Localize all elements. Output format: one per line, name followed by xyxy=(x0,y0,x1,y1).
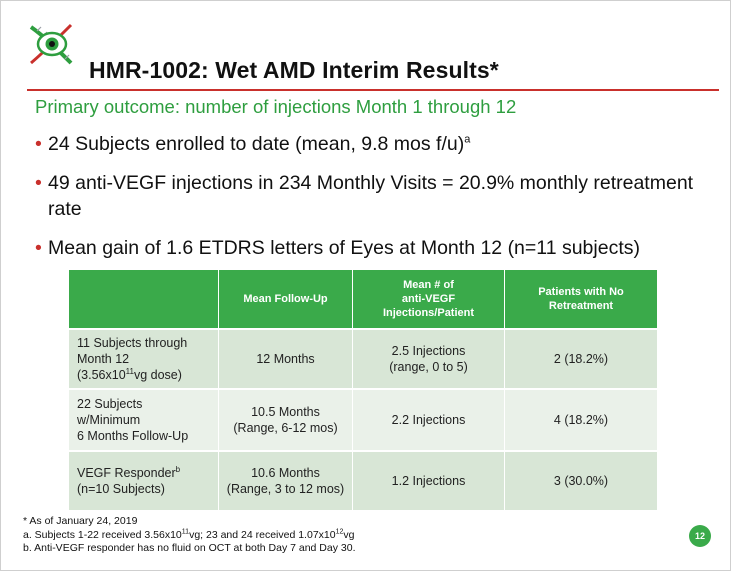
bullet-text: 24 Subjects enrolled to date (mean, 9.8 … xyxy=(48,133,465,155)
superscript: 11 xyxy=(181,528,190,535)
results-table: Mean Follow-Up Mean # of anti-VEGF Injec… xyxy=(69,270,657,510)
cell-text: 12 Months xyxy=(256,352,315,366)
header-text: Mean # of xyxy=(403,279,454,291)
page-number-badge: 12 xyxy=(689,525,711,547)
column-header-no-retreatment: Patients with No Retreatment xyxy=(505,270,657,328)
header-text: Mean Follow-Up xyxy=(243,293,328,305)
footnotes: * As of January 24, 2019 a. Subjects 1-2… xyxy=(23,515,356,556)
follow-up-cell: 12 Months xyxy=(219,328,353,388)
cell-text: 3 (30.0%) xyxy=(553,474,609,488)
row-label: 22 Subjects w/Minimum 6 Months Follow-Up xyxy=(69,388,219,450)
no-retreatment-cell: 4 (18.2%) xyxy=(505,388,657,450)
follow-up-cell: 10.5 Months (Range, 6-12 mos) xyxy=(219,388,353,450)
cell-text: (n=10 Subjects) xyxy=(77,482,165,496)
no-retreatment-cell: 2 (18.2%) xyxy=(505,328,657,388)
footnote-text: a. Subjects 1-22 received 3.56x10 xyxy=(23,528,182,541)
row-label: 11 Subjects through Month 12 (3.56x1011v… xyxy=(69,328,219,388)
cell-text: (Range, 3 to 12 mos) xyxy=(226,482,345,496)
footnote-marker: a xyxy=(464,133,471,146)
cell-text: (Range, 6-12 mos) xyxy=(233,421,338,435)
header-text: Patients with No xyxy=(538,286,624,298)
cell-text: 10.5 Months xyxy=(251,405,320,419)
follow-up-cell: 10.6 Months (Range, 3 to 12 mos) xyxy=(219,450,353,510)
bullet-text: 49 anti-VEGF injections in 234 Monthly V… xyxy=(48,172,694,220)
footnote-text: vg; 23 and 24 received 1.07x10 xyxy=(189,528,336,541)
cell-text: (3.56x10 xyxy=(77,368,126,382)
footnote-text: vg xyxy=(343,528,355,541)
cell-text: VEGF Responder xyxy=(77,466,176,480)
row-label: VEGF Responderb (n=10 Subjects) xyxy=(69,450,219,510)
cell-text: 1.2 Injections xyxy=(391,474,466,488)
cell-text: 2.2 Injections xyxy=(391,413,466,427)
table-header-row: Mean Follow-Up Mean # of anti-VEGF Injec… xyxy=(69,270,657,328)
cell-text: 2.5 Injections xyxy=(391,344,466,358)
bullet-list: 24 Subjects enrolled to date (mean, 9.8 … xyxy=(35,131,715,274)
bullet-text: Mean gain of 1.6 ETDRS letters of Eyes a… xyxy=(48,237,640,259)
dna-eye-logo-icon xyxy=(29,23,73,65)
bullet-item: Mean gain of 1.6 ETDRS letters of Eyes a… xyxy=(35,235,715,261)
title-divider xyxy=(27,89,719,91)
no-retreatment-cell: 3 (30.0%) xyxy=(505,450,657,510)
injections-cell: 1.2 Injections xyxy=(353,450,505,510)
table-row: 22 Subjects w/Minimum 6 Months Follow-Up… xyxy=(69,388,657,450)
cell-text: vg dose) xyxy=(133,368,182,382)
cell-text: 10.6 Months xyxy=(251,466,320,480)
column-header-follow-up: Mean Follow-Up xyxy=(219,270,353,328)
cell-text: 4 (18.2%) xyxy=(553,413,609,427)
cell-text: (range, 0 to 5) xyxy=(389,360,468,374)
footnote-a: a. Subjects 1-22 received 3.56x1011vg; 2… xyxy=(23,528,356,543)
column-header-empty xyxy=(69,270,219,328)
cell-text: 22 Subjects xyxy=(77,397,143,411)
footnote-star: * As of January 24, 2019 xyxy=(23,515,138,527)
table-row: 11 Subjects through Month 12 (3.56x1011v… xyxy=(69,328,657,388)
cell-text: 11 Subjects through xyxy=(77,336,188,350)
page-title: HMR-1002: Wet AMD Interim Results* xyxy=(89,57,499,83)
cell-text: w/Minimum xyxy=(77,413,141,427)
header-text: Retreatment xyxy=(548,300,614,312)
bullet-item: 24 Subjects enrolled to date (mean, 9.8 … xyxy=(35,131,715,157)
superscript: 12 xyxy=(335,528,344,535)
table-row: VEGF Responderb (n=10 Subjects) 10.6 Mon… xyxy=(69,450,657,510)
cell-text: Month 12 xyxy=(77,352,130,366)
cell-text: 2 (18.2%) xyxy=(553,352,609,366)
bullet-item: 49 anti-VEGF injections in 234 Monthly V… xyxy=(35,170,715,222)
superscript: b xyxy=(175,464,181,474)
subtitle: Primary outcome: number of injections Mo… xyxy=(35,96,517,117)
injections-cell: 2.2 Injections xyxy=(353,388,505,450)
column-header-injections: Mean # of anti-VEGF Injections/Patient xyxy=(353,270,505,328)
header-text: Injections/Patient xyxy=(382,307,475,319)
footnote-b: b. Anti-VEGF responder has no fluid on O… xyxy=(23,542,356,554)
injections-cell: 2.5 Injections (range, 0 to 5) xyxy=(353,328,505,388)
cell-text: 6 Months Follow-Up xyxy=(77,429,189,443)
superscript: 11 xyxy=(125,366,134,376)
header-text: anti-VEGF xyxy=(401,293,456,305)
